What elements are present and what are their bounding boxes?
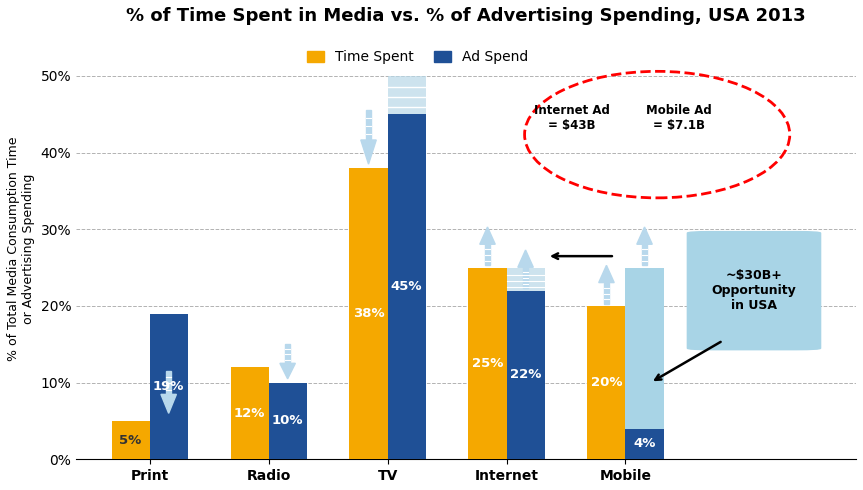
Bar xyxy=(469,268,507,459)
Text: 20%: 20% xyxy=(590,376,622,389)
Title: % of Time Spent in Media vs. % of Advertising Spending, USA 2013: % of Time Spent in Media vs. % of Advert… xyxy=(126,7,806,25)
Text: ~$30B+
Opportunity
in USA: ~$30B+ Opportunity in USA xyxy=(712,269,797,312)
Polygon shape xyxy=(480,227,495,244)
Bar xyxy=(507,291,545,459)
Bar xyxy=(642,244,647,266)
Polygon shape xyxy=(518,250,533,267)
Bar xyxy=(626,429,664,459)
Text: 25%: 25% xyxy=(472,357,503,370)
Bar xyxy=(626,268,664,429)
Bar xyxy=(285,344,290,363)
Bar xyxy=(387,114,425,459)
Bar xyxy=(268,383,306,459)
Bar xyxy=(523,267,528,288)
Bar xyxy=(366,110,371,140)
Text: 12%: 12% xyxy=(234,407,265,420)
Polygon shape xyxy=(280,363,295,379)
Bar xyxy=(166,371,172,394)
Bar xyxy=(230,368,268,459)
Legend: Time Spent, Ad Spend: Time Spent, Ad Spend xyxy=(301,45,534,70)
Polygon shape xyxy=(361,140,376,164)
Text: Mobile Ad
= $7.1B: Mobile Ad = $7.1B xyxy=(646,104,712,132)
Text: 4%: 4% xyxy=(633,438,656,450)
Bar xyxy=(507,268,545,291)
Text: 5%: 5% xyxy=(119,434,142,447)
Text: Internet Ad
= $43B: Internet Ad = $43B xyxy=(534,104,610,132)
Bar xyxy=(387,76,425,114)
Bar xyxy=(588,306,626,459)
Bar xyxy=(485,244,490,266)
Text: 38%: 38% xyxy=(353,307,384,320)
Text: 45%: 45% xyxy=(391,280,422,294)
Polygon shape xyxy=(161,394,176,414)
Text: 19%: 19% xyxy=(153,380,185,393)
Polygon shape xyxy=(637,227,652,244)
FancyBboxPatch shape xyxy=(687,232,821,350)
Bar xyxy=(149,314,187,459)
Bar xyxy=(604,283,609,304)
Text: 22%: 22% xyxy=(510,368,541,382)
Y-axis label: % of Total Media Consumption Time
or Advertising Spending: % of Total Media Consumption Time or Adv… xyxy=(7,136,35,361)
Text: 10%: 10% xyxy=(272,415,304,427)
Polygon shape xyxy=(599,266,614,283)
Bar xyxy=(111,421,149,459)
Bar xyxy=(350,168,387,459)
